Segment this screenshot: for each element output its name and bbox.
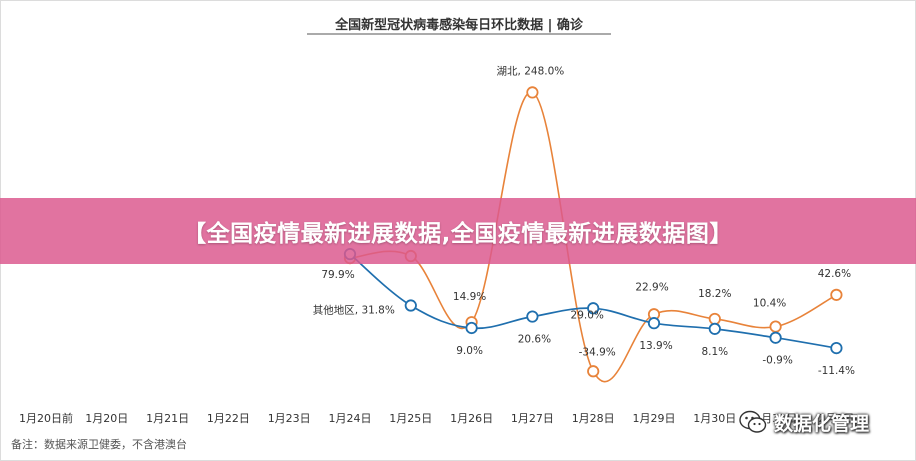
x-tick-label-4: 1月23日 [268, 412, 311, 425]
series-1-point-12 [769, 331, 782, 344]
series-1-point-10 [647, 317, 661, 330]
watermark: 数据化管理 [738, 406, 869, 438]
series-0-point-13 [830, 288, 843, 301]
wechat-icon [739, 410, 767, 433]
series-0-data-label-9: -34.9% [579, 346, 616, 358]
series-0-point-12 [769, 320, 782, 333]
series-1-point-11 [708, 322, 721, 335]
x-tick-label-9: 1月28日 [572, 412, 615, 425]
series-1-data-label-11: 8.1% [701, 346, 728, 358]
series-0-point-11 [708, 312, 721, 326]
headline-banner: 【全国疫情最新进展数据,全国疫情最新进展数据图】 [0, 198, 916, 264]
series-1-point-6 [404, 299, 417, 312]
series-1-point-7 [465, 321, 478, 335]
chart-footnote: 备注：数据来源卫健委，不含港澳台 [11, 437, 187, 451]
x-tick-label-2: 1月21日 [146, 412, 189, 425]
series-1-data-label-10: 13.9% [639, 340, 672, 352]
series-0-data-label-5: 79.9% [321, 269, 354, 281]
series-0-data-label-7: 14.9% [453, 291, 486, 303]
series-1-data-label-12: -0.9% [762, 355, 792, 367]
series-1-point-13 [830, 341, 843, 355]
series-1-data-label-9: 29.0% [571, 309, 604, 321]
x-tick-label-11: 1月30日 [693, 412, 736, 425]
chart-title: 全国新型冠状病毒感染每日环比数据 | 确诊 [334, 17, 584, 33]
x-tick-label-6: 1月25日 [389, 412, 432, 425]
watermark-text: 数据化管理 [774, 412, 870, 435]
x-tick-label-0: 1月20日前 [19, 411, 73, 425]
series-0-point-8 [526, 86, 539, 99]
series-1-data-label-7: 9.0% [456, 345, 483, 357]
series-0-data-label-13: 42.6% [818, 268, 851, 280]
x-tick-label-5: 1月24日 [329, 412, 372, 425]
series-0-data-label-8: 湖北, 248.0% [497, 65, 565, 77]
x-tick-label-3: 1月22日 [207, 412, 250, 425]
series-0-data-label-12: 10.4% [753, 298, 786, 310]
headline-banner-text: 【全国疫情最新进展数据,全国疫情最新进展数据图】 [183, 221, 733, 247]
series-1-point-9 [587, 302, 600, 315]
series-0-data-label-10: 22.9% [635, 281, 668, 293]
series-1-point-8 [526, 310, 539, 323]
x-tick-label-7: 1月26日 [450, 412, 493, 425]
x-tick-label-8: 1月27日 [511, 412, 554, 425]
series-0-data-label-11: 18.2% [698, 288, 731, 300]
series-1-data-label-8: 20.6% [518, 334, 551, 346]
series-1-data-label-6: 其他地区, 31.8% [313, 304, 395, 317]
x-tick-label-10: 1月29日 [633, 412, 676, 425]
x-tick-label-1: 1月20日 [85, 412, 128, 425]
x-tick-label-13: 2月1日 [818, 412, 854, 425]
series-1-data-label-13: -11.4% [818, 365, 855, 377]
series-0-point-9 [587, 365, 600, 378]
